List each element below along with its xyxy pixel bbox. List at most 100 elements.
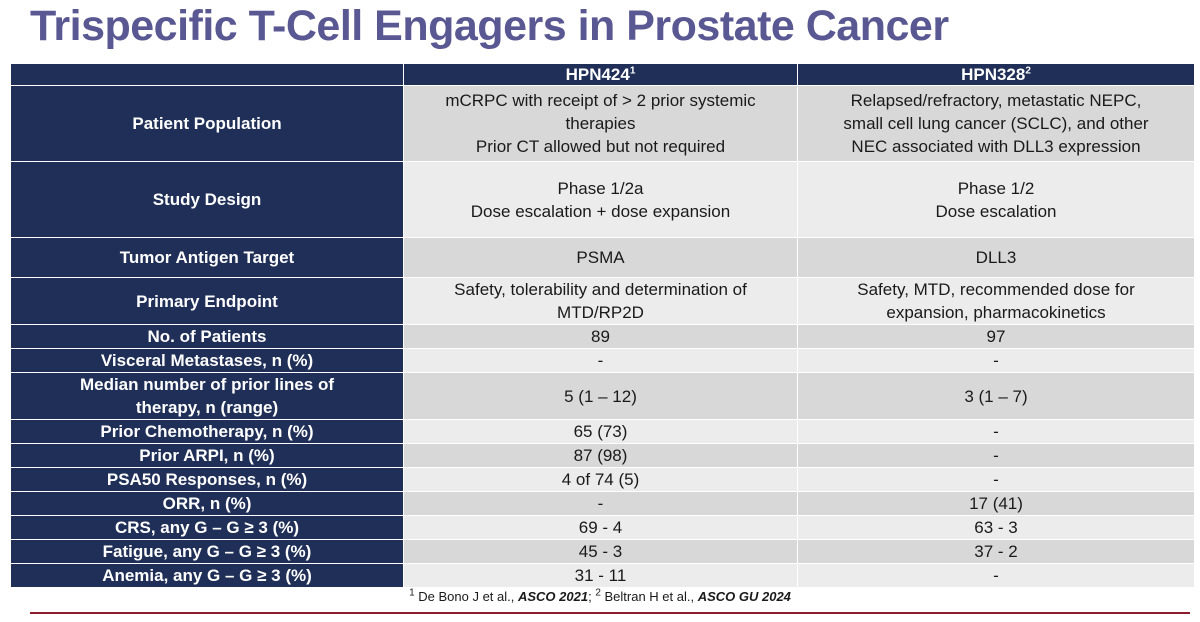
column-header-hpn328: HPN3282 — [797, 63, 1195, 86]
cell-hpn424: 69 - 4 — [403, 515, 798, 540]
cell-line: 97 — [986, 327, 1006, 346]
row-label: Median number of prior lines of therapy,… — [10, 372, 404, 420]
cell-line: Safety, MTD, recommended dose for — [857, 280, 1135, 299]
cell-hpn328: 63 - 3 — [797, 515, 1195, 540]
slide-title: Trispecific T-Cell Engagers in Prostate … — [30, 2, 949, 50]
table-row: Median number of prior lines of therapy,… — [10, 372, 1195, 420]
cell-line: 17 (41) — [969, 494, 1023, 513]
cell-hpn424: Safety, tolerability and determination o… — [403, 277, 798, 325]
cell-hpn328: - — [797, 348, 1195, 373]
footer-rule — [30, 612, 1190, 614]
table-row: Prior Chemotherapy, n (%) 65 (73) - — [10, 419, 1195, 444]
cell-line: - — [993, 470, 999, 489]
cell-line: - — [597, 494, 604, 513]
row-label: Patient Population — [10, 85, 404, 162]
cell-hpn424: 31 - 11 — [403, 563, 798, 588]
cell-line: 65 (73) — [573, 422, 628, 441]
cell-line: PSMA — [576, 248, 625, 267]
cell-hpn328: Safety, MTD, recommended dose for expansi… — [797, 277, 1195, 325]
table-row: Visceral Metastases, n (%) - - — [10, 348, 1195, 373]
table-row: Study Design Phase 1/2a Dose escalation + … — [10, 161, 1195, 238]
cell-hpn424: mCRPC with receipt of > 2 prior systemic… — [403, 85, 798, 162]
table-header-row: HPN4241 HPN3282 — [10, 63, 1195, 86]
table-row: CRS, any G – G ≥ 3 (%) 69 - 4 63 - 3 — [10, 515, 1195, 540]
cell-line: 63 - 3 — [974, 518, 1018, 537]
cell-line: Dose escalation + dose expansion — [470, 201, 731, 221]
cell-line: therapies — [565, 114, 636, 133]
cell-hpn328: 37 - 2 — [797, 539, 1195, 564]
cell-hpn424: PSMA — [403, 237, 798, 278]
row-label: Fatigue, any G – G ≥ 3 (%) — [10, 539, 404, 564]
row-label: Anemia, any G – G ≥ 3 (%) — [10, 563, 404, 588]
cell-hpn424: - — [403, 491, 798, 516]
cell-line: Safety, tolerability and determination o… — [454, 280, 747, 299]
cell-hpn424: 89 — [403, 324, 798, 349]
cell-hpn328: - — [797, 467, 1195, 492]
cell-hpn328: Phase 1/2 Dose escalation — [797, 161, 1195, 238]
cell-line: - — [993, 351, 999, 370]
row-label: No. of Patients — [10, 324, 404, 349]
comparison-table: HPN4241 HPN3282 Patient Population mCRPC … — [10, 63, 1195, 588]
cell-line: 37 - 2 — [974, 542, 1018, 561]
cell-hpn328: - — [797, 443, 1195, 468]
cell-line: 45 - 3 — [578, 542, 623, 561]
cell-hpn328: 97 — [797, 324, 1195, 349]
cell-line: - — [993, 446, 999, 465]
table-row: ORR, n (%) - 17 (41) — [10, 491, 1195, 516]
table-row: Primary Endpoint Safety, tolerability and… — [10, 277, 1195, 325]
cell-line: 87 (98) — [573, 446, 628, 465]
row-label: Primary Endpoint — [10, 277, 404, 325]
cell-line: 4 of 74 (5) — [561, 470, 640, 489]
cell-hpn424: - — [403, 348, 798, 373]
cell-line: NEC associated with DLL3 expression — [851, 137, 1141, 156]
cell-line: MTD/RP2D — [557, 303, 644, 322]
cell-line: - — [993, 422, 999, 441]
table-row: Tumor Antigen Target PSMA DLL3 — [10, 237, 1195, 278]
cell-line: expansion, pharmacokinetics — [886, 303, 1106, 322]
row-label: CRS, any G – G ≥ 3 (%) — [10, 515, 404, 540]
cell-hpn424: 65 (73) — [403, 419, 798, 444]
cell-line: - — [993, 566, 999, 585]
cell-hpn328: 3 (1 – 7) — [797, 372, 1195, 420]
cell-line: 31 - 11 — [574, 566, 627, 585]
cell-hpn424: 4 of 74 (5) — [403, 467, 798, 492]
row-label: Prior ARPI, n (%) — [10, 443, 404, 468]
row-label: Tumor Antigen Target — [10, 237, 404, 278]
cell-hpn424: 5 (1 – 12) — [403, 372, 798, 420]
cell-hpn328: 17 (41) — [797, 491, 1195, 516]
table-row: Prior ARPI, n (%) 87 (98) - — [10, 443, 1195, 468]
table-row: No. of Patients 89 97 — [10, 324, 1195, 349]
cell-hpn424: 45 - 3 — [403, 539, 798, 564]
table-row: Fatigue, any G – G ≥ 3 (%) 45 - 3 37 - 2 — [10, 539, 1195, 564]
row-label: Visceral Metastases, n (%) — [10, 348, 404, 373]
row-label: PSA50 Responses, n (%) — [10, 467, 404, 492]
cell-line: 69 - 4 — [578, 518, 623, 537]
cell-hpn328: DLL3 — [797, 237, 1195, 278]
column-header-hpn424: HPN4241 — [403, 63, 798, 86]
cell-hpn328: - — [797, 419, 1195, 444]
table-row: Anemia, any G – G ≥ 3 (%) 31 - 11 - — [10, 563, 1195, 588]
cell-line: mCRPC with receipt of > 2 prior systemic — [445, 91, 756, 110]
cell-hpn328: Relapsed/refractory, metastatic NEPC, sma… — [797, 85, 1195, 162]
footnote: 1 De Bono J et al., ASCO 2021; 2 Beltran… — [409, 587, 791, 604]
cell-line: DLL3 — [975, 248, 1017, 267]
cell-line: 89 — [591, 327, 610, 346]
row-label: Study Design — [10, 161, 404, 238]
row-label: ORR, n (%) — [10, 491, 404, 516]
cell-line: Phase 1/2 — [957, 178, 1035, 198]
cell-line: Dose escalation — [935, 201, 1057, 221]
cell-line: Prior CT allowed but not required — [475, 137, 726, 156]
cell-line: 3 (1 – 7) — [964, 386, 1028, 406]
cell-hpn328: - — [797, 563, 1195, 588]
table-row: Patient Population mCRPC with receipt of … — [10, 85, 1195, 162]
table-row: PSA50 Responses, n (%) 4 of 74 (5) - — [10, 467, 1195, 492]
cell-line: Relapsed/refractory, metastatic NEPC, — [850, 91, 1142, 110]
corner-cell — [10, 63, 404, 86]
cell-line: small cell lung cancer (SCLC), and other — [843, 114, 1149, 133]
cell-line: Phase 1/2a — [557, 178, 644, 198]
cell-line: - — [597, 351, 604, 370]
cell-hpn424: Phase 1/2a Dose escalation + dose expansi… — [403, 161, 798, 238]
cell-hpn424: 87 (98) — [403, 443, 798, 468]
cell-line: 5 (1 – 12) — [564, 386, 637, 406]
row-label: Prior Chemotherapy, n (%) — [10, 419, 404, 444]
